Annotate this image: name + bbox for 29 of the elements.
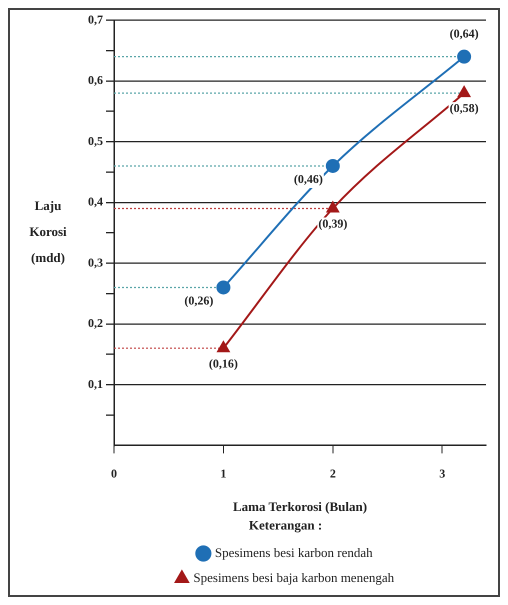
x-tick-label: 3 [439,466,446,481]
point [216,280,230,294]
data-label: (0,64) [450,26,479,41]
legend-label: Spesimens besi baja karbon menengah [193,570,395,585]
y-tick-label: 0,5 [88,134,103,148]
x-tick-label: 0 [111,466,117,481]
point [217,341,230,352]
point [458,86,470,98]
frame: Lama Terkorosi (Bulan) Keterangan : Spesimens besi karbon rendah Spesimens besi baja karbon menengah 0 1 2 3 0,1 0,2 0,3 0,4 0,5 0,6 0,7 (0,26) (0,46) (0,64) (0,16) (0,39) (0,58) Laju Korosi (mdd) [8,8,500,597]
x-tick-label: 1 [220,466,226,481]
legend-title: Keterangan : [248,517,322,532]
point [457,50,472,64]
x-axis-title: Lama Terkorosi (Bulan) [232,498,368,514]
data-label: (0,26) [184,294,214,308]
y-tick-label: 0,4 [88,194,103,209]
data-label: (0,58) [450,101,479,116]
data-label: (0,16) [208,356,238,370]
y-tick-label: 0,7 [88,12,103,26]
point [326,202,340,213]
data-label: (0,46) [294,172,323,186]
y-tick-label: 0,2 [88,316,103,330]
y-tick-label: 0,6 [88,73,103,88]
legend-label: Spesimens besi karbon rendah [214,544,374,560]
y-tick-label: 0,3 [88,255,103,270]
y-axis-title: Laju Korosi (mdd) [29,198,68,266]
x-tick-label: 2 [330,466,336,481]
data-label: (0,39) [318,216,348,231]
y-tick-label: 0,1 [88,376,103,391]
point [326,158,340,173]
